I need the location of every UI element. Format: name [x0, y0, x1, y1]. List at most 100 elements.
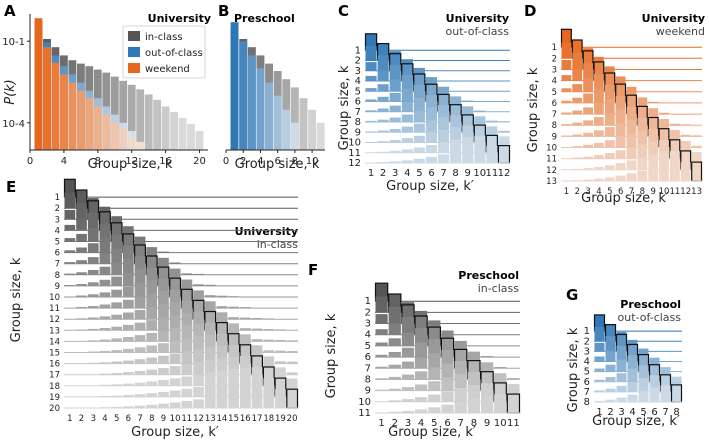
y-tick-label: 1 [55, 193, 60, 203]
panel-a-legend: in-class out-of-class weekend [122, 25, 206, 79]
legend-label-out-of-class: out-of-class [145, 48, 203, 59]
ridge-bar-k14-kp19 [275, 340, 286, 342]
panel-f: F Preschool in-class Group size, k′ Grou… [308, 261, 521, 440]
ridge-bar-k9-kp1 [365, 131, 377, 133]
ridge-bar-k10-kp7 [134, 283, 146, 297]
x-tick-label: 8 [471, 418, 477, 429]
ridge-bar-k6-kp3 [389, 92, 401, 102]
ridge-bar-k11-kp9 [158, 291, 169, 309]
ridge-bar-k9-kp2 [572, 134, 583, 137]
ridge-bar-k10-kp2 [377, 141, 389, 143]
ridge-bar-k6-kp5 [428, 339, 441, 358]
ridge-bar-k18-kp19 [275, 367, 286, 386]
x-tick-label: 0 [27, 156, 33, 167]
x-tick-label: 2 [607, 407, 613, 418]
y-tick-label: 4 [355, 76, 361, 87]
y-tick-label: 1 [552, 43, 557, 53]
x-tick-label: 5 [607, 187, 612, 197]
bar-out-of-class-2 [239, 41, 248, 151]
ridge-bar-k13-kp16 [240, 328, 251, 331]
ridge-bar-k6-kp1 [64, 250, 76, 253]
ridge-bar-k7-kp2 [388, 364, 401, 369]
ridge-bar-k5-kp2 [377, 84, 389, 92]
bar-out-of-class-1 [230, 22, 239, 151]
ridge-bar-k17-kp4 [99, 373, 111, 375]
x-tick-label: 2 [380, 168, 386, 179]
ridge-bar-k9-kp8 [146, 267, 158, 286]
ridge-bar-k11-kp5 [413, 147, 425, 153]
y-tick-label: 1 [365, 296, 371, 307]
ridge-bar-k19-kp10 [169, 390, 181, 397]
ridge-bar-k7-kp3 [616, 385, 627, 392]
bar-in-class-8 [290, 87, 299, 150]
ridge-bar-k18-kp16 [240, 367, 251, 386]
ridge-bar-k9-kp2 [76, 284, 87, 286]
x-tick-label: 5 [431, 418, 437, 429]
ridge-bar-k20-kp16 [240, 392, 251, 408]
x-tick-label: 9 [161, 414, 166, 424]
ridge-bar-k8-kp4 [99, 266, 111, 275]
ridge-bar-k11-kp7 [438, 142, 450, 153]
x-tick-label: 6 [618, 187, 623, 197]
ridge-bar-k3-kp2 [572, 52, 583, 70]
ridge-bar-k20-kp12 [193, 399, 204, 408]
y-tick-label: 10 [358, 397, 371, 408]
ridge-bar-k11-kp10 [659, 140, 669, 159]
ridge-bar-k11-kp7 [134, 296, 146, 309]
ridge-bar-k8-kp5 [604, 113, 615, 126]
ridge-bar-k20-kp17 [251, 390, 263, 408]
ridge-bar-k6-kp3 [583, 93, 593, 103]
ridge-bar-k11-kp3 [389, 150, 401, 153]
x-tick-label: 4 [61, 156, 67, 167]
ridge-bar-k4-kp1 [561, 75, 572, 81]
x-tick-label: 12 [125, 156, 138, 167]
panel-letter-c: C [338, 2, 349, 20]
ridge-bar-k20-kp15 [228, 393, 239, 408]
ridge-bar-k19-kp6 [123, 395, 134, 397]
ridge-bar-k10-kp4 [401, 138, 413, 143]
ridge-bar-k11-kp12 [193, 290, 204, 309]
bar-in-class-9 [299, 98, 308, 150]
ridge-bar-k5-kp4 [594, 73, 604, 92]
ridge-bar-k12-kp4 [99, 316, 111, 320]
panel-e-ylabel: Group size, k [9, 257, 24, 342]
ridge-bar-k13-kp13 [691, 161, 703, 182]
ridge-bar-k19-kp13 [204, 385, 216, 397]
ridge-bar-k4-kp3 [87, 213, 99, 231]
ridge-bar-k10-kp11 [181, 279, 193, 297]
x-tick-label: 19 [275, 414, 286, 424]
ridge-bar-k17-kp6 [123, 372, 134, 375]
ridge-bar-k10-kp11 [486, 126, 498, 143]
ridge-bar-k5-kp3 [87, 228, 99, 242]
ridge-bar-k7-kp5 [428, 353, 441, 369]
x-tick-label: 4 [404, 168, 410, 179]
ridge-bar-k8-kp2 [572, 122, 583, 126]
ridge-bar-k15-kp8 [146, 345, 158, 353]
x-tick-label: 1 [564, 187, 569, 197]
x-tick-label: 4 [257, 156, 263, 167]
ridge-bar-k7-kp6 [649, 375, 660, 392]
x-tick-label: 3 [405, 418, 411, 429]
y-tick-label: 5 [55, 238, 60, 248]
y-tick-label: 3 [355, 66, 361, 77]
y-tick-label: 11 [546, 155, 557, 165]
ridge-bar-k12-kp17 [251, 318, 263, 320]
ridge-bar-k8-kp4 [627, 394, 638, 402]
ridge-bar-k9-kp6 [441, 377, 454, 391]
y-tick-label: 20 [49, 404, 60, 414]
ridge-bar-k13-kp9 [158, 317, 169, 331]
ridge-bar-k4-kp1 [375, 329, 388, 335]
bar-in-class-16 [161, 106, 170, 150]
x-tick-label: 6 [126, 414, 131, 424]
panel-b-title: Preschool [234, 12, 295, 25]
ridge-bar-k8-kp4 [401, 114, 413, 122]
y-tick-label: 9 [365, 386, 371, 397]
x-tick-label: 16 [240, 414, 251, 424]
ridge-bar-k12-kp8 [146, 307, 158, 320]
ridge-bar-k8-kp5 [111, 262, 122, 275]
ridge-bar-k6-kp2 [605, 377, 616, 382]
x-tick-label: 5 [416, 168, 422, 179]
x-tick-label: 7 [137, 414, 142, 424]
y-tick-label: 5 [584, 367, 590, 378]
y-tick-label: 11 [358, 408, 371, 419]
